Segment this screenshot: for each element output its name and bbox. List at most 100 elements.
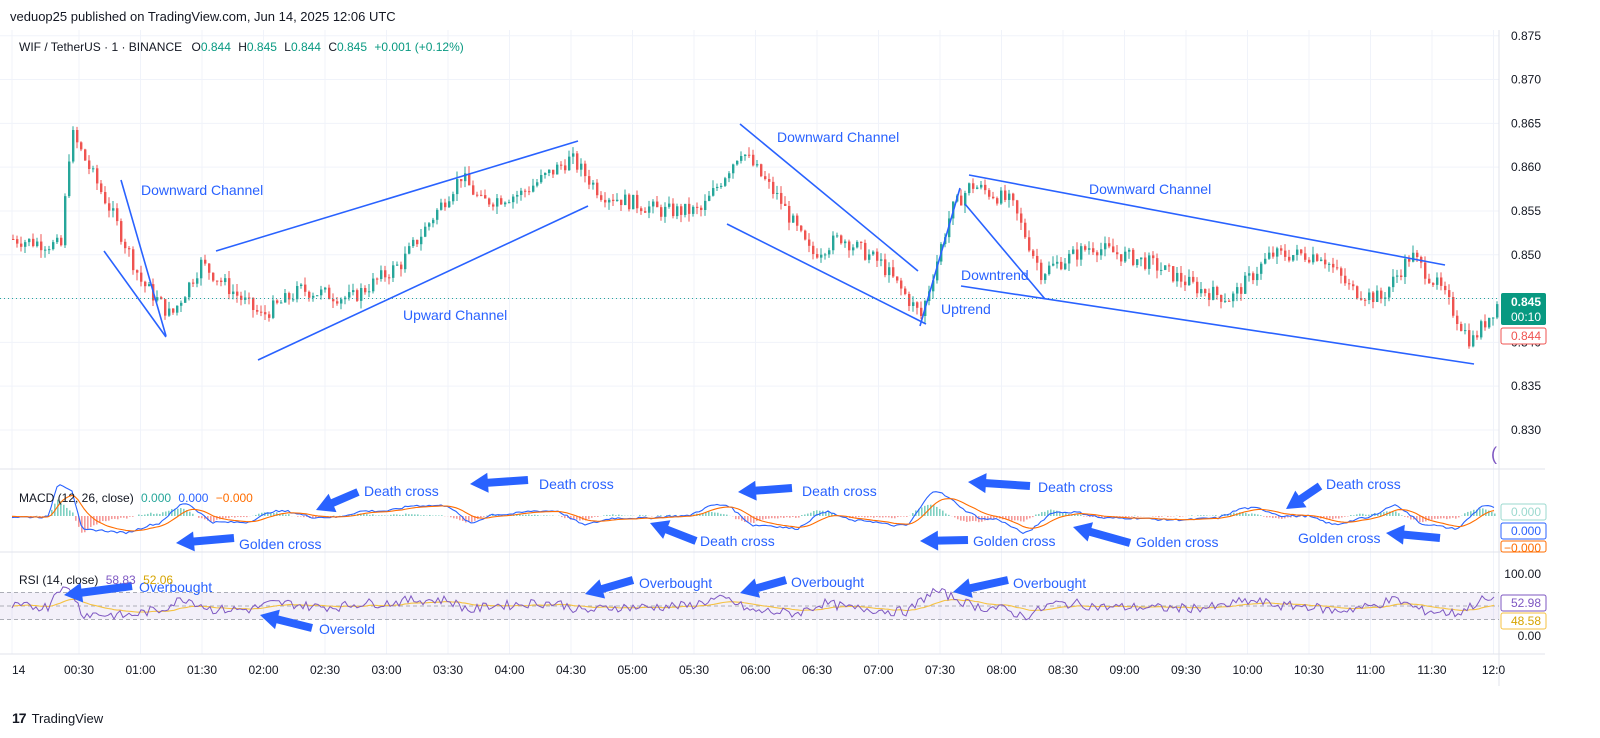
- candle-body: [1172, 266, 1175, 282]
- candle-body: [1168, 265, 1171, 267]
- macd-hist-value: 0.000: [141, 491, 172, 505]
- symbol-title[interactable]: WIF / TetherUS · 1 · BINANCE: [19, 40, 183, 54]
- candle-body: [1324, 259, 1327, 265]
- macd-signal-value: −0.000: [215, 491, 253, 505]
- cross-label: Death cross: [1326, 476, 1401, 492]
- trendline[interactable]: [215, 140, 579, 252]
- candle-body: [616, 199, 619, 202]
- rsi-title[interactable]: RSI (14, close): [19, 573, 99, 587]
- macd-histogram-bar: [138, 514, 140, 516]
- candle-body: [188, 282, 191, 298]
- candle-body: [1076, 249, 1079, 260]
- time-tick: 14: [12, 663, 26, 677]
- candle-body: [780, 192, 783, 204]
- macd-title[interactable]: MACD (12, 26, close): [19, 491, 134, 505]
- macd-line: [11, 484, 1495, 535]
- candle-body: [1388, 287, 1391, 298]
- macd-histogram-bar: [270, 512, 272, 516]
- candle-body: [648, 206, 651, 213]
- macd-histogram-bar: [234, 516, 236, 518]
- time-tick: 01:00: [125, 663, 155, 677]
- candle-body: [196, 278, 199, 284]
- candle-body: [1260, 263, 1263, 274]
- candle-body: [48, 249, 51, 251]
- candle-body: [408, 246, 411, 254]
- macd-legend[interactable]: MACD (12, 26, close) 0.000 0.000 −0.000: [19, 491, 253, 505]
- macd-series: [11, 484, 1496, 535]
- candle-body: [1160, 269, 1163, 271]
- candle-body: [932, 280, 935, 292]
- candle-body: [1052, 263, 1055, 266]
- macd-histogram-bar: [228, 516, 230, 519]
- candle-body: [1040, 262, 1043, 281]
- candle-body: [560, 164, 563, 166]
- candle-body: [788, 205, 791, 223]
- time-tick: 12:0: [1482, 663, 1506, 677]
- rsi-labels: Overbought Overbought Overbought Overbou…: [139, 574, 1086, 637]
- annotation-arrow: [1386, 524, 1441, 545]
- trendline[interactable]: [120, 179, 167, 337]
- macd-histogram-bar: [147, 513, 149, 516]
- candle-body: [656, 201, 659, 208]
- time-axis[interactable]: 14 00:30 01:00 01:30 02:00 02:30 03:00 03:30 04:…: [12, 663, 1506, 677]
- candle-body: [1364, 299, 1367, 301]
- trendline[interactable]: [919, 187, 961, 327]
- candle-body: [1180, 272, 1183, 282]
- candle-body: [556, 164, 559, 175]
- candle-body: [80, 142, 83, 150]
- candle-body: [480, 194, 483, 196]
- candle-body: [996, 198, 999, 204]
- candle-body: [840, 235, 843, 244]
- candle-body: [1280, 248, 1283, 251]
- macd-histogram-bar: [567, 516, 569, 518]
- candle-body: [60, 237, 63, 246]
- rsi-tick: 100.00: [1504, 567, 1541, 581]
- candle-body: [1436, 277, 1439, 285]
- macd-histogram-bar: [1125, 516, 1127, 518]
- trendline[interactable]: [103, 250, 167, 338]
- macd-histogram-bar: [1449, 516, 1451, 519]
- candle-body: [1012, 193, 1015, 201]
- candle-body: [224, 278, 227, 282]
- symbol-legend[interactable]: WIF / TetherUS · 1 · BINANCE O0.844 H0.8…: [19, 40, 464, 54]
- candle-body: [276, 300, 279, 303]
- macd-histogram-bar: [741, 516, 743, 521]
- scroll-bracket-icon[interactable]: (: [1491, 444, 1497, 464]
- candle-body: [280, 302, 283, 304]
- footer-brand[interactable]: 17 TradingView: [12, 710, 103, 726]
- macd-histogram-bar: [888, 516, 890, 518]
- candle-body: [488, 198, 491, 205]
- macd-histogram-bar: [885, 516, 887, 518]
- candle-body: [76, 130, 79, 143]
- candle-body: [20, 243, 23, 247]
- macd-histogram-bar: [57, 499, 59, 516]
- trend-label: Downtrend: [961, 267, 1029, 283]
- macd-histogram-bar: [141, 515, 143, 516]
- macd-histogram-bar: [282, 513, 284, 516]
- candle-body: [728, 173, 731, 179]
- macd-histogram-bar: [903, 516, 905, 517]
- trendline[interactable]: [960, 285, 1475, 365]
- cross-label: Golden cross: [239, 536, 321, 552]
- macd-histogram-bar: [1239, 512, 1241, 516]
- trendline-drawings[interactable]: [103, 123, 1475, 365]
- trendline[interactable]: [739, 123, 919, 272]
- candle-body: [1312, 254, 1315, 263]
- last-price-badge: [1501, 293, 1546, 325]
- macd-histogram-bar: [396, 514, 398, 516]
- trendline[interactable]: [257, 205, 589, 361]
- candle-body: [696, 206, 699, 208]
- candle-body: [220, 280, 223, 282]
- candle-body: [360, 288, 363, 301]
- macd-histogram-bar: [390, 514, 392, 516]
- candle-body: [828, 250, 831, 255]
- macd-histogram-bar: [1290, 516, 1292, 518]
- candle-body: [1008, 193, 1011, 200]
- time-tick: 09:00: [1109, 663, 1139, 677]
- rsi-legend[interactable]: RSI (14, close) 58.83 52.06: [19, 573, 173, 587]
- candle-body: [528, 191, 531, 193]
- trendline[interactable]: [964, 203, 1046, 300]
- trendline[interactable]: [968, 174, 1446, 266]
- candle-body: [1384, 297, 1387, 299]
- trendline[interactable]: [726, 223, 927, 325]
